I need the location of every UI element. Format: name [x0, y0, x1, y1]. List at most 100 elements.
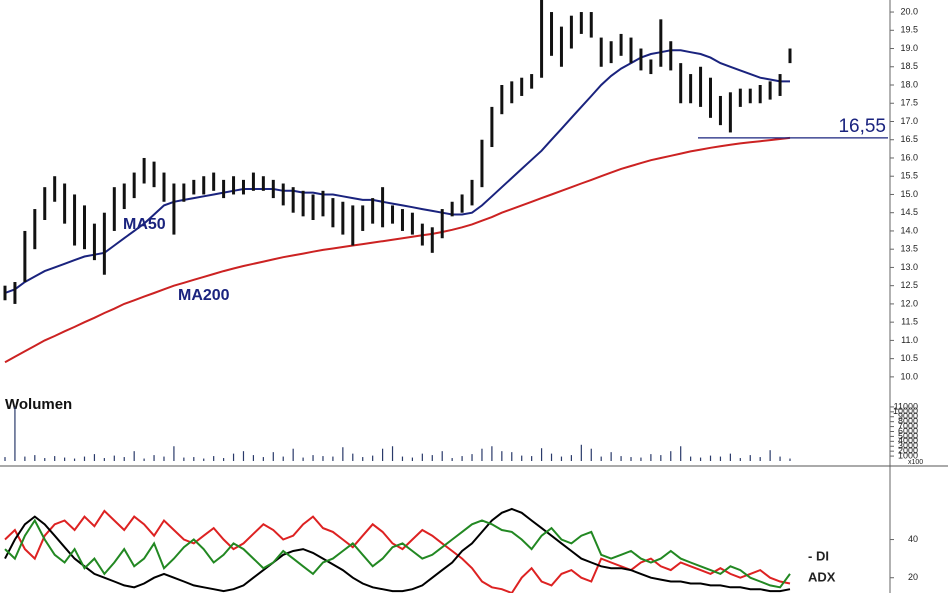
volume-bar	[93, 454, 96, 461]
volume-bar	[64, 457, 66, 461]
volume-bar	[272, 452, 274, 461]
volume-bar	[640, 457, 642, 461]
y-tick-label: 3000	[898, 441, 918, 451]
volume-bar	[769, 450, 771, 461]
volume-bar	[749, 455, 751, 461]
volume-bar	[590, 448, 592, 461]
y-tick-label: 14.0	[900, 225, 918, 235]
volume-bar	[143, 458, 145, 461]
volume-unit: x100	[908, 459, 923, 466]
y-tick-label: 11000	[894, 401, 918, 411]
volume-bar	[322, 456, 324, 461]
y-tick-label: 10.5	[900, 353, 918, 363]
y-tick-label: 10.0	[900, 371, 918, 381]
y-tick-label: 5000	[898, 431, 918, 441]
volume-bar	[282, 456, 284, 461]
volume-bar	[203, 458, 205, 461]
volume-bar	[570, 455, 572, 461]
y-tick-label: 7000	[898, 421, 918, 431]
line-series	[4, 518, 791, 589]
y-tick-label: 12.5	[900, 280, 918, 290]
volume-bar	[709, 455, 712, 461]
volume-bar	[719, 456, 722, 461]
y-tick-label: 8000	[898, 416, 918, 426]
volume-bar	[83, 456, 86, 461]
volume-bar	[312, 455, 314, 461]
volume-bar	[540, 448, 543, 461]
volume-bar	[381, 448, 384, 461]
volume-bar	[471, 454, 473, 461]
legend-label: +DI	[808, 590, 829, 593]
line-series	[4, 136, 791, 364]
volume-bar	[630, 457, 632, 461]
volume-bar	[213, 456, 215, 461]
volume-bar	[54, 456, 56, 461]
y-tick-label: 17.0	[900, 116, 918, 126]
volume-bar	[451, 458, 453, 461]
y-tick-label: 9000	[898, 411, 918, 421]
legend-label: ADX	[808, 569, 836, 584]
volume-bar	[421, 453, 423, 461]
volume-bar	[401, 456, 404, 461]
y-tick-label: 20.0	[900, 6, 918, 16]
volume-bar	[550, 453, 553, 461]
volume-bar	[183, 457, 185, 461]
y-tick-label: 18.0	[900, 79, 918, 89]
volume-bar	[411, 457, 414, 461]
y-tick-label: 14.5	[900, 207, 918, 217]
y-tick-label: 2000	[898, 446, 918, 456]
volume-bar	[729, 453, 731, 461]
ma200-label: MA200	[178, 287, 230, 304]
volume-bar	[103, 458, 105, 461]
volume-bar	[441, 451, 443, 461]
volume-bar	[620, 456, 622, 461]
volume-bar	[391, 446, 394, 461]
y-tick-label: 10000	[893, 406, 918, 416]
volume-bar	[600, 456, 602, 461]
level-label: 16,55	[838, 116, 886, 137]
y-tick-label: 20	[908, 572, 918, 582]
volume-bar	[739, 458, 741, 461]
y-tick-label: 13.0	[900, 262, 918, 272]
volume-bar	[342, 447, 344, 461]
volume-bar	[173, 446, 175, 461]
volume-bar	[242, 451, 245, 461]
volume-bar	[759, 457, 761, 461]
volume-bar	[789, 458, 791, 461]
y-tick-label: 15.0	[900, 189, 918, 199]
y-tick-label: 17.5	[900, 98, 918, 108]
y-tick-label: 40	[908, 534, 918, 544]
y-tick-label: 15.5	[900, 171, 918, 181]
volume-bar	[332, 456, 334, 461]
volume-bar	[580, 444, 582, 461]
volume-title: Wolumen	[5, 396, 72, 413]
volume-bar	[232, 453, 235, 461]
volume-bar	[302, 457, 304, 461]
volume-bar	[481, 448, 483, 461]
volume-bar	[133, 451, 135, 461]
volume-bar	[650, 454, 652, 461]
y-tick-label: 18.5	[900, 61, 918, 71]
volume-bar	[223, 458, 225, 461]
volume-bar	[44, 458, 46, 461]
volume-bar	[560, 456, 563, 461]
volume-bar	[461, 456, 463, 461]
y-tick-label: 1000	[898, 450, 918, 460]
y-tick-label: 16.5	[900, 134, 918, 144]
volume-bar	[531, 456, 533, 461]
volume-bar	[501, 451, 503, 461]
y-tick-label: 6000	[898, 426, 918, 436]
volume-bar	[4, 457, 6, 461]
volume-bar	[193, 457, 195, 461]
volume-bar	[123, 457, 125, 461]
y-tick-label: 11.5	[901, 317, 918, 327]
volume-bar	[511, 452, 513, 461]
volume-bar	[34, 455, 36, 461]
volume-bar	[521, 455, 523, 461]
volume-bar	[24, 456, 26, 461]
y-tick-label: 12.0	[900, 298, 918, 308]
volume-bar	[14, 406, 16, 461]
line-series	[4, 507, 791, 593]
ma50-label: MA50	[123, 216, 166, 233]
